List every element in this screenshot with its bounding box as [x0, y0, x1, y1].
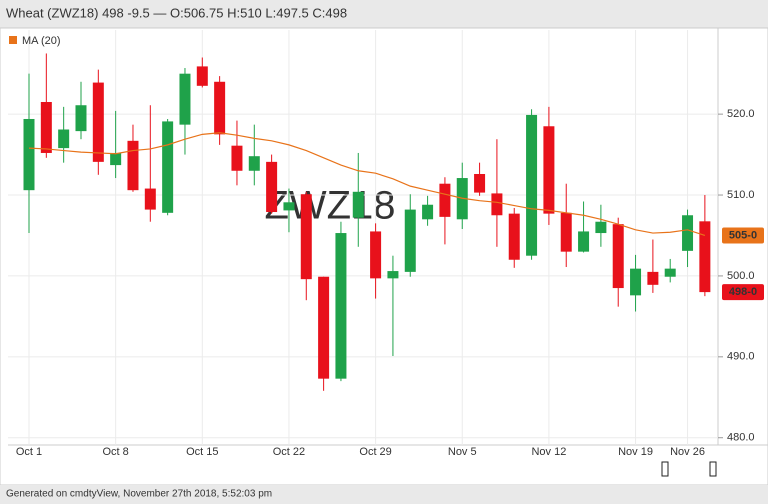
- ma-line: [28, 132, 706, 237]
- candle-body: [92, 82, 104, 162]
- footer-bar: [0, 485, 768, 504]
- x-tick-label: Oct 15: [186, 446, 218, 458]
- candle-body: [127, 140, 139, 191]
- candle-body: [647, 271, 659, 285]
- candle-body: [439, 183, 451, 217]
- plot-frame: [0, 27, 768, 486]
- candle-body: [699, 221, 711, 293]
- y-tick-label: 490.0: [727, 351, 755, 363]
- x-tick-label: Nov 26: [670, 446, 705, 458]
- y-tick-label: 520.0: [727, 108, 755, 120]
- candle-body: [23, 118, 35, 191]
- legend-label: MA (20): [22, 35, 61, 47]
- candle-body: [526, 114, 538, 256]
- candle-body: [370, 231, 382, 279]
- candle-body: [595, 221, 607, 234]
- close-badge: [722, 284, 764, 301]
- candle-body: [387, 271, 399, 279]
- x-tick-label: Nov 12: [531, 446, 566, 458]
- candle-body: [682, 215, 694, 251]
- candle-body: [352, 191, 364, 218]
- x-tick-label: Nov 19: [618, 446, 653, 458]
- ma-badge: [722, 227, 764, 244]
- candle-body: [422, 204, 434, 220]
- candle-body: [196, 66, 208, 86]
- candle-body: [474, 173, 486, 193]
- candle-body: [508, 213, 520, 260]
- candle-body: [664, 268, 676, 277]
- y-tick-label: 510.0: [727, 189, 755, 201]
- ma-badge-label: 505-0: [729, 229, 757, 241]
- y-tick-label: 500.0: [727, 270, 755, 282]
- candle-body: [612, 224, 624, 289]
- candle-body: [543, 126, 555, 214]
- x-tick-label: Oct 22: [273, 446, 305, 458]
- candle-body: [404, 209, 416, 272]
- candle-body: [162, 121, 174, 213]
- x-tick-label: Oct 29: [359, 446, 391, 458]
- candle-body: [58, 129, 70, 149]
- y-tick-label: 480.0: [727, 432, 755, 444]
- candle-body: [248, 156, 260, 171]
- footer: Generated on cmdtyView, November 27th 20…: [6, 489, 272, 500]
- candle-body: [179, 73, 191, 125]
- candle-body: [231, 145, 243, 171]
- candle-body: [144, 188, 156, 210]
- legend-swatch: [9, 36, 17, 44]
- header-bar: [0, 0, 768, 28]
- candle-body: [75, 105, 87, 132]
- x-tick-label: Oct 1: [16, 446, 42, 458]
- candle-body: [318, 276, 330, 379]
- candle-body: [214, 81, 226, 135]
- candle-body: [578, 231, 590, 252]
- scroll-handle[interactable]: [709, 461, 717, 477]
- candle-body: [110, 152, 122, 166]
- x-tick-label: Nov 5: [448, 446, 477, 458]
- x-tick-label: Oct 8: [103, 446, 129, 458]
- scroll-handle[interactable]: [661, 461, 669, 477]
- candle-body: [491, 193, 503, 216]
- candle-body: [283, 202, 295, 211]
- candle-body: [266, 161, 278, 213]
- candle-body: [560, 212, 572, 252]
- chart-title: Wheat (ZWZ18) 498 -9.5 — O:506.75 H:510 …: [6, 5, 347, 20]
- candle-body: [335, 233, 347, 379]
- close-badge-label: 498-0: [729, 286, 757, 298]
- candle-body: [40, 101, 52, 153]
- candle-body: [300, 194, 312, 280]
- candle-body: [630, 268, 642, 296]
